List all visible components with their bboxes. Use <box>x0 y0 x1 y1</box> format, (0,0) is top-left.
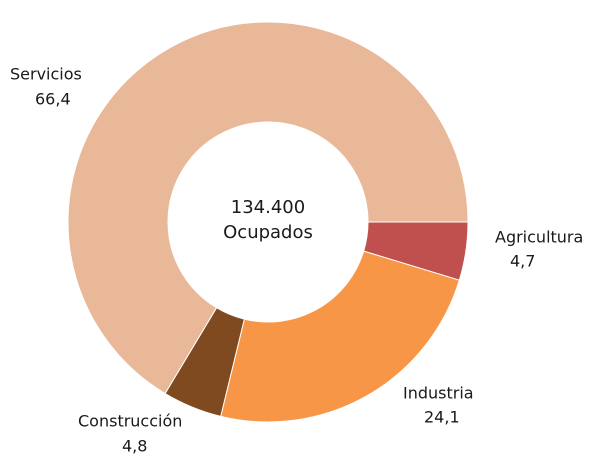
slice <box>220 250 460 423</box>
slice-label: Industria <box>403 384 474 403</box>
slice-label: Construcción <box>78 412 182 431</box>
slice-value: 24,1 <box>424 408 460 427</box>
slice <box>67 21 469 395</box>
slice-value: 66,4 <box>35 90 71 109</box>
center-caption: Ocupados <box>223 222 313 243</box>
slice-label: Servicios <box>10 65 82 84</box>
slice-label: Agricultura <box>495 228 583 247</box>
center-value: 134.400 <box>231 197 305 218</box>
donut <box>67 21 469 423</box>
slice-value: 4,8 <box>122 437 147 456</box>
slice-value: 4,7 <box>510 252 535 271</box>
